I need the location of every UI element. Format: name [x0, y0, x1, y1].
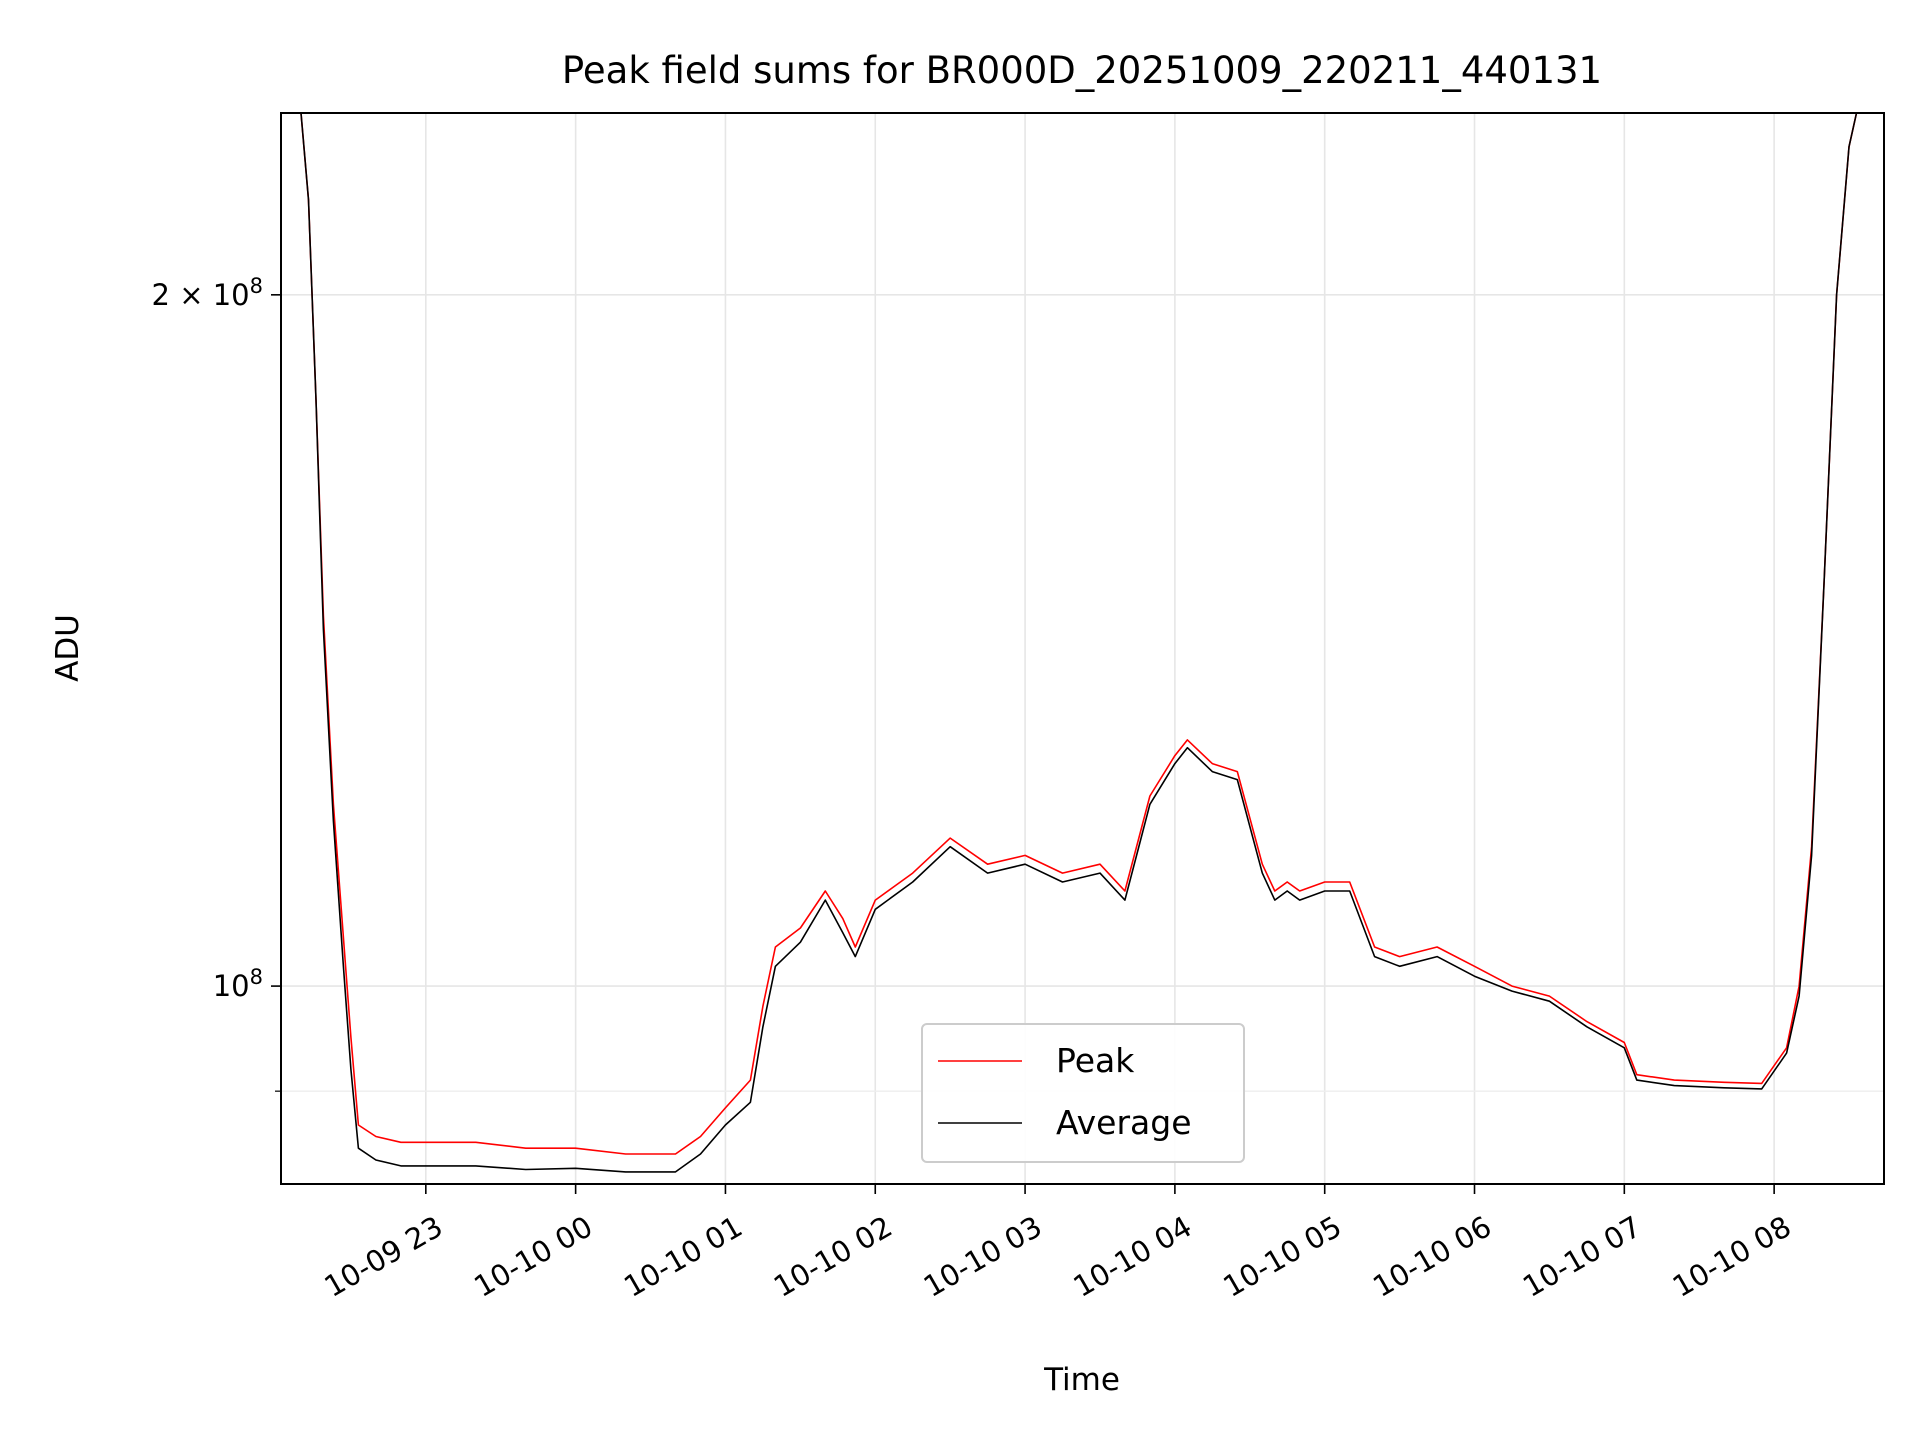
y-tick-label: 108: [213, 965, 263, 1003]
y-tick-label: 2 × 108: [152, 274, 263, 312]
series-line-average: [281, 112, 1884, 1173]
series-line-peak: [281, 112, 1884, 1155]
legend-label-peak: Peak: [1056, 1041, 1135, 1080]
x-axis-title: Time: [1043, 1362, 1120, 1398]
grid: [281, 113, 1884, 1184]
legend: Peak Average: [921, 1023, 1245, 1163]
y-axis: 108 2 × 108: [152, 274, 281, 1092]
y-axis-title: ADU: [50, 614, 86, 682]
legend-label-average: Average: [1056, 1103, 1192, 1142]
legend-box: [921, 1023, 1245, 1163]
chart-title: Peak field sums for BR000D_20251009_2202…: [562, 49, 1602, 92]
plot-frame: [280, 112, 1885, 1185]
plot-lines: [281, 112, 1884, 1173]
